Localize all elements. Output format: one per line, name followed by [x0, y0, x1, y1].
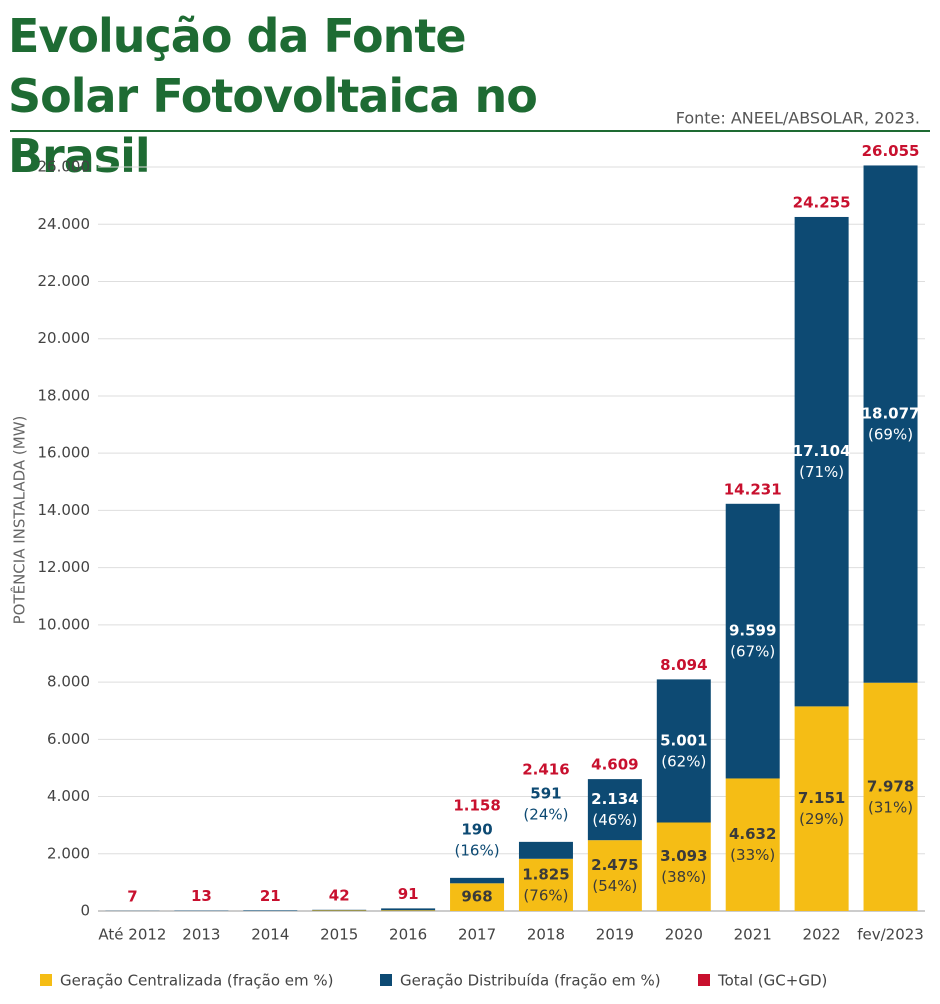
bar-segment — [381, 910, 436, 911]
x-tick-label: 2019 — [596, 926, 634, 944]
y-tick-label: 10.000 — [38, 615, 91, 633]
bar-segment — [518, 841, 573, 859]
share-label: (67%) — [730, 643, 775, 661]
y-tick-label: 6.000 — [47, 730, 90, 748]
legend-label: Geração Centralizada (fração em %) — [60, 972, 334, 990]
legend-label: Geração Distribuída (fração em %) — [400, 972, 661, 990]
x-tick-label: 2022 — [803, 926, 841, 944]
share-label: (38%) — [661, 868, 706, 886]
bar-segment — [587, 840, 642, 911]
data-label: 1.825 — [522, 865, 569, 883]
legend-swatch — [40, 974, 52, 986]
data-label: 3.093 — [660, 847, 707, 865]
share-label: (16%) — [455, 841, 500, 859]
bar-segment — [794, 706, 849, 911]
data-label: 7.151 — [798, 789, 845, 807]
x-tick-label: 2020 — [665, 926, 703, 944]
bar-segment — [725, 503, 780, 779]
total-label: 26.055 — [862, 142, 920, 160]
bar-segment — [863, 165, 918, 683]
y-axis-label: POTÊNCIA INSTALADA (MW) — [10, 416, 29, 625]
total-label: 7 — [127, 887, 137, 905]
y-tick-label: 4.000 — [47, 787, 90, 805]
y-tick-label: 8.000 — [47, 673, 90, 691]
total-label: 13 — [191, 887, 212, 905]
share-label: (54%) — [592, 877, 637, 895]
legend-swatch — [698, 974, 710, 986]
x-tick-label: 2017 — [458, 926, 496, 944]
total-label: 21 — [260, 887, 281, 905]
share-label: (71%) — [799, 463, 844, 481]
y-tick-label: 16.000 — [38, 444, 91, 462]
y-tick-label: 14.000 — [38, 501, 91, 519]
total-label: 24.255 — [793, 193, 851, 211]
total-label: 8.094 — [660, 656, 707, 674]
total-label: 14.231 — [724, 480, 782, 498]
x-tick-label: 2014 — [251, 926, 289, 944]
total-label: 91 — [398, 885, 419, 903]
bar-segment — [725, 778, 780, 911]
total-label: 42 — [329, 886, 350, 904]
data-label: 9.599 — [729, 622, 776, 640]
source: Fonte: ANEEL/ABSOLAR, 2023. — [676, 109, 920, 128]
x-tick-label: fev/2023 — [857, 926, 924, 944]
y-tick-label: 26.000 — [38, 158, 91, 176]
x-tick-label: 2018 — [527, 926, 565, 944]
data-label: 7.978 — [867, 777, 914, 795]
total-label: 2.416 — [522, 760, 569, 778]
share-label: (69%) — [868, 426, 913, 444]
data-label: 4.632 — [729, 825, 776, 843]
data-label: 190 — [461, 820, 492, 838]
y-tick-label: 20.000 — [38, 329, 91, 347]
share-label: (62%) — [661, 752, 706, 770]
share-label: (76%) — [523, 886, 568, 904]
y-tick-label: 18.000 — [38, 386, 91, 404]
x-tick-label: 2015 — [320, 926, 358, 944]
x-tick-label: 2013 — [182, 926, 220, 944]
share-label: (31%) — [868, 798, 913, 816]
bar-segment — [450, 877, 505, 884]
y-tick-label: 24.000 — [38, 215, 91, 233]
data-label: 968 — [461, 888, 492, 906]
share-label: (29%) — [799, 810, 844, 828]
x-tick-label: 2016 — [389, 926, 427, 944]
legend-swatch — [380, 974, 392, 986]
data-label: 591 — [530, 784, 561, 802]
bar-segment — [587, 779, 642, 841]
x-tick-label: Até 2012 — [98, 926, 166, 944]
y-tick-label: 12.000 — [38, 558, 91, 576]
total-label: 1.158 — [453, 796, 500, 814]
bar-segment — [450, 883, 505, 911]
bar-segment — [863, 682, 918, 911]
bar-segment — [518, 858, 573, 911]
y-tick-label: 2.000 — [47, 844, 90, 862]
data-label: 2.475 — [591, 856, 638, 874]
bar-segment — [656, 679, 711, 823]
bar-segment — [794, 216, 849, 707]
share-label: (24%) — [523, 805, 568, 823]
share-label: (33%) — [730, 846, 775, 864]
data-label: 2.134 — [591, 790, 638, 808]
total-label: 4.609 — [591, 756, 638, 774]
bar-segment — [381, 908, 436, 911]
data-label: 17.104 — [793, 442, 851, 460]
data-label: 18.077 — [862, 405, 920, 423]
bar-segment — [656, 822, 711, 911]
y-tick-label: 0 — [80, 902, 90, 920]
y-tick-label: 22.000 — [38, 272, 91, 290]
share-label: (46%) — [592, 811, 637, 829]
data-label: 5.001 — [660, 731, 707, 749]
bar-segment — [312, 909, 367, 911]
x-tick-label: 2021 — [734, 926, 772, 944]
chart-title: Evolução da Fonte Solar Fotovoltaica no … — [8, 9, 538, 183]
legend-label: Total (GC+GD) — [717, 972, 827, 990]
bar-segment — [243, 910, 298, 911]
bar-segment — [312, 910, 367, 911]
